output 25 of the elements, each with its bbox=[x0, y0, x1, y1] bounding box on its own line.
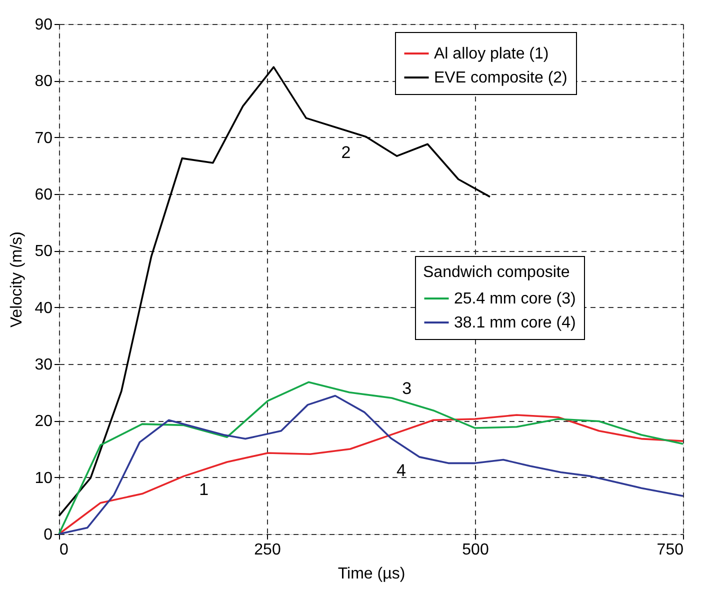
legend-label: 25.4 mm core (3) bbox=[454, 290, 576, 308]
legend-title: Sandwich composite bbox=[423, 264, 570, 281]
annotation: 4 bbox=[396, 460, 406, 480]
x-tick-label: 500 bbox=[462, 542, 489, 558]
y-tick-label: 50 bbox=[34, 243, 53, 260]
y-tick-label: 70 bbox=[34, 130, 53, 147]
y-tick-label: 30 bbox=[34, 356, 53, 374]
x-axis-title: Time (µs) bbox=[338, 566, 406, 582]
y-tick-label: 80 bbox=[34, 73, 53, 90]
legend-label: 38.1 mm core (4) bbox=[454, 314, 576, 332]
annotation: 2 bbox=[341, 142, 351, 162]
y-tick-label: 60 bbox=[34, 186, 53, 204]
x-tick-label: 750 bbox=[656, 542, 684, 558]
legend-label: Al alloy plate (1) bbox=[434, 46, 549, 62]
y-tick-label: 0 bbox=[44, 526, 53, 544]
x-tick-label: 250 bbox=[254, 542, 281, 558]
y-axis-title: Velocity (m/s) bbox=[8, 231, 26, 328]
y-tick-label: 20 bbox=[34, 413, 53, 430]
annotation: 3 bbox=[402, 379, 412, 398]
annotation: 1 bbox=[199, 480, 209, 500]
y-tick-label: 10 bbox=[34, 470, 53, 487]
y-tick-label: 90 bbox=[34, 16, 53, 34]
y-tick-label: 40 bbox=[34, 300, 53, 317]
legend-label: EVE composite (2) bbox=[434, 70, 568, 86]
x-tick-label: 0 bbox=[60, 542, 68, 558]
